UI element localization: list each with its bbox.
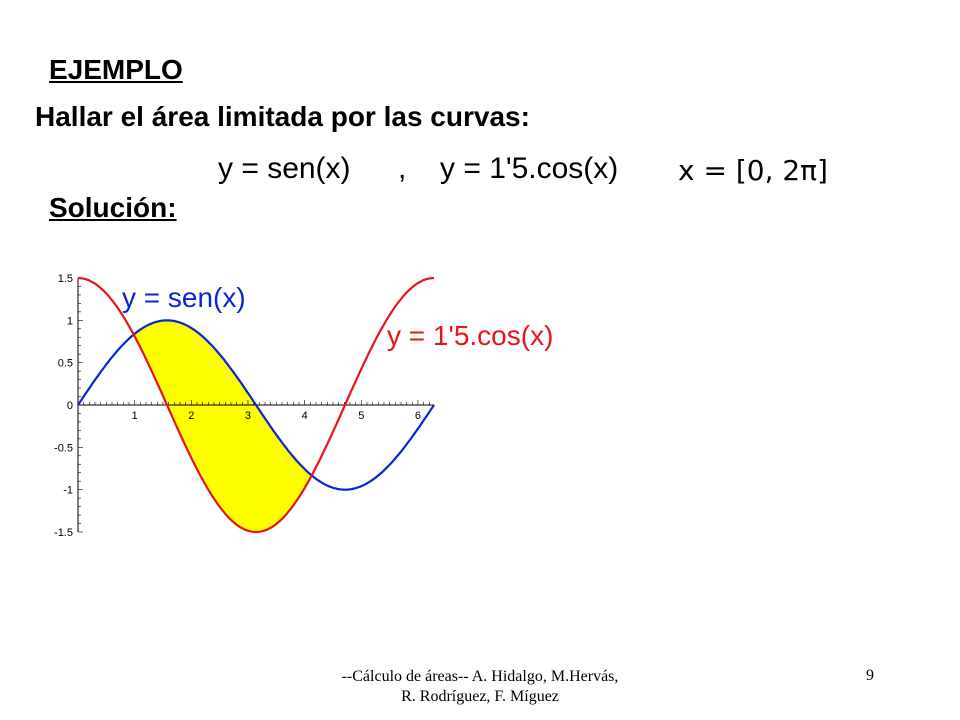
y-tick-label: -1 [63,485,73,497]
sin-curve [77,319,435,491]
y-tick-label: 0 [67,400,73,412]
page-number: 9 [866,667,874,684]
x-tick-label: 3 [245,410,251,422]
axes-layer: 1 2 3 4 5 6 1.5 1 0.5 0 -0.5 -1 -1.5 [54,273,434,539]
x-tick-label: 1 [132,410,138,422]
y-tick-label: 1.5 [58,273,73,285]
y-tick-label: -1.5 [54,527,73,539]
shaded-area [133,320,312,532]
cos-curve-label: y = 1'5.cos(x) [387,320,553,351]
labels-layer: y = sen(x) y = 1'5.cos(x) [122,282,553,351]
sin-curve-label: y = sen(x) [122,282,246,313]
x-tick-label: 4 [302,410,308,422]
y-tick-label: -0.5 [54,442,73,454]
equation-separator: , [398,152,407,185]
y-tick-label: 1 [67,315,73,327]
x-tick-label: 2 [188,410,194,422]
equation-cos: y = 1'5.cos(x) [440,152,619,185]
solution-label: Solución: [49,192,177,223]
curves-layer [77,276,435,534]
shaded-area-layer [133,320,312,532]
footer-credits: --Cálculo de áreas-- A. Hidalgo, M.Hervá… [341,668,619,705]
cos-curve [77,276,435,534]
y-tick-label: 0.5 [58,358,73,370]
problem-statement: Hallar el área limitada por las curvas: [35,101,530,132]
equation-sin: y = sen(x) [218,152,351,185]
slide-heading: EJEMPLO [49,54,183,85]
area-plot: 1 2 3 4 5 6 1.5 1 0.5 0 -0.5 -1 -1.5 y = sen(x) y = 1… [54,273,553,539]
interval-equation: x = [0, 2π] [678,154,828,187]
x-tick-label: 5 [358,410,364,422]
x-tick-label: 6 [415,410,421,422]
